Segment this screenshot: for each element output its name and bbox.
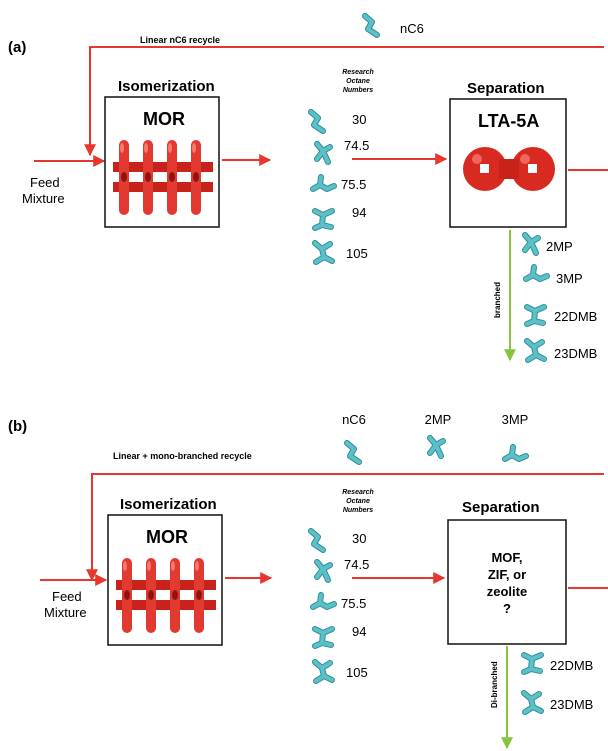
separation-question-b-2: ZIF, or — [488, 567, 526, 582]
product-a-3mp: 3MP — [556, 271, 583, 286]
molecule-22dmb-icon — [524, 655, 541, 672]
recycle-molecule-b-nc6: nC6 — [342, 412, 366, 427]
molecule-3mp-icon — [313, 595, 334, 607]
ron-value-a-3mp: 75.5 — [341, 177, 366, 192]
molecule-2mp-icon — [525, 235, 538, 253]
ron-header-b-3: Numbers — [343, 507, 373, 514]
separation-question-b-3: zeolite — [487, 584, 527, 599]
molecule-23dmb-icon — [524, 693, 541, 712]
isomerization-title-a: Isomerization — [118, 78, 215, 95]
molecule-22dmb-icon — [315, 629, 332, 646]
molecule-3mp-icon — [526, 267, 547, 279]
recycle-label-a: Linear nC6 recycle — [140, 35, 220, 45]
ron-value-a-23dmb: 105 — [346, 246, 368, 261]
molecule-3mp-icon — [505, 447, 526, 459]
molecule-nc6-icon — [311, 531, 323, 550]
ron-value-b-23dmb: 105 — [346, 665, 368, 680]
molecule-2mp-icon — [317, 562, 330, 580]
ron-value-b-22dmb: 94 — [352, 624, 366, 639]
molecule-22dmb-icon — [527, 307, 544, 324]
molecule-nc6-icon — [365, 16, 377, 35]
ron-header-a-2: Octane — [346, 78, 370, 85]
isomerization-title-b: Isomerization — [120, 496, 217, 513]
product-a-23dmb: 23DMB — [554, 346, 597, 361]
product-label-a: branched — [493, 282, 502, 318]
panel-b-label: (b) — [8, 418, 27, 435]
product-a-2mp: 2MP — [546, 239, 573, 254]
ron-value-a-nc6: 30 — [352, 112, 366, 127]
molecule-nc6-icon — [347, 443, 359, 462]
recycle-molecule-a: nC6 — [400, 21, 424, 36]
molecule-nc6-icon — [311, 112, 323, 131]
molecule-3mp-icon — [313, 177, 334, 189]
ron-header-b-1: Research — [342, 489, 374, 496]
recycle-arrow-b — [86, 473, 604, 582]
product-b-23dmb: 23DMB — [550, 697, 593, 712]
molecule-23dmb-icon — [527, 341, 544, 360]
ron-header-b-2: Octane — [346, 498, 370, 505]
ron-value-a-2mp: 74.5 — [344, 138, 369, 153]
product-label-b: Di-branched — [490, 661, 499, 708]
feed-label-b-line1: Feed — [52, 589, 82, 604]
separation-material-a: LTA-5A — [478, 111, 539, 131]
product-b-22dmb: 22DMB — [550, 658, 593, 673]
molecule-22dmb-icon — [315, 211, 332, 228]
molecule-2mp-icon — [317, 144, 330, 162]
molecule-2mp-icon — [430, 438, 443, 456]
recycle-arrow-a — [84, 46, 604, 157]
feed-label-a-line2: Mixture — [22, 191, 65, 206]
separation-box-b — [447, 519, 567, 645]
separation-question-b-1: MOF, — [491, 550, 522, 565]
ron-header-a-1: Research — [342, 69, 374, 76]
feed-label-a-line1: Feed — [30, 175, 60, 190]
panel-a-label: (a) — [8, 39, 26, 56]
ron-value-a-22dmb: 94 — [352, 205, 366, 220]
separation-title-b: Separation — [462, 499, 540, 516]
molecule-23dmb-icon — [315, 662, 332, 681]
product-a-22dmb: 22DMB — [554, 309, 597, 324]
recycle-label-b: Linear + mono-branched recycle — [113, 451, 252, 461]
ron-header-a-3: Numbers — [343, 87, 373, 94]
separation-question-b-4: ? — [503, 601, 511, 616]
molecule-23dmb-icon — [315, 243, 332, 262]
catalyst-label-a: MOR — [143, 109, 185, 129]
ron-value-b-3mp: 75.5 — [341, 596, 366, 611]
catalyst-label-b: MOR — [146, 527, 188, 547]
recycle-molecule-b-2mp: 2MP — [425, 412, 452, 427]
feed-label-b-line2: Mixture — [44, 605, 87, 620]
separation-title-a: Separation — [467, 80, 545, 97]
ron-value-b-2mp: 74.5 — [344, 557, 369, 572]
ron-value-b-nc6: 30 — [352, 531, 366, 546]
recycle-molecule-b-3mp: 3MP — [502, 412, 529, 427]
